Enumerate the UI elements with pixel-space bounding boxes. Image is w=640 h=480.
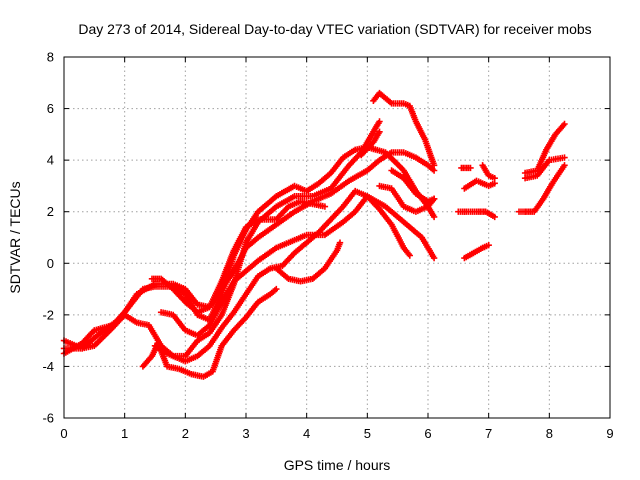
x-tick-label-9: 9 <box>606 426 613 441</box>
y-tick-label-0: 0 <box>47 256 54 271</box>
series-track-m <box>458 164 474 172</box>
plot-frame <box>63 56 611 419</box>
y-tick-label--2: -2 <box>42 307 54 322</box>
x-tick-label-8: 8 <box>546 426 553 441</box>
y-axis-ticks: -6 -4 -2 0 2 4 6 8 <box>42 50 610 426</box>
series-track-h <box>273 239 344 285</box>
series-track-g <box>139 285 280 380</box>
series-track-d <box>148 198 329 316</box>
series-track-r <box>521 120 568 177</box>
x-tick-label-1: 1 <box>121 426 128 441</box>
series-track-v <box>515 208 529 215</box>
series-track-u <box>455 208 468 215</box>
y-tick-label-6: 6 <box>47 101 54 116</box>
series-track-p <box>461 208 498 221</box>
y-tick-label--4: -4 <box>42 359 54 374</box>
chart-title: Day 273 of 2014, Sidereal Day-to-day VTE… <box>78 21 591 37</box>
x-tick-label-0: 0 <box>60 426 67 441</box>
series-track-o <box>479 162 498 182</box>
series-track-j <box>370 89 438 169</box>
x-tick-label-2: 2 <box>182 426 189 441</box>
x-tick-label-7: 7 <box>485 426 492 441</box>
series-track-l <box>376 182 438 215</box>
y-tick-label--6: -6 <box>42 411 54 426</box>
series-track-q <box>461 242 492 262</box>
x-tick-label-5: 5 <box>364 426 371 441</box>
y-tick-label-8: 8 <box>47 50 54 65</box>
y-tick-label-2: 2 <box>47 204 54 219</box>
y-tick-label-4: 4 <box>47 153 54 168</box>
data-series <box>60 89 568 380</box>
series-track-n <box>461 177 498 192</box>
y-axis-label: SDTVAR / TECUs <box>7 181 23 293</box>
series-track-i <box>358 128 383 159</box>
x-tick-label-3: 3 <box>242 426 249 441</box>
x-axis-label: GPS time / hours <box>284 457 391 473</box>
x-tick-label-4: 4 <box>303 426 310 441</box>
series-track-s <box>521 154 568 182</box>
x-tick-label-6: 6 <box>424 426 431 441</box>
